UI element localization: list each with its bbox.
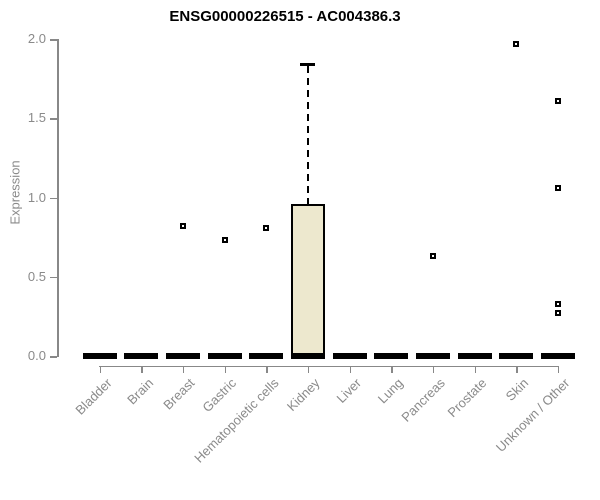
- x-tick: [99, 365, 101, 373]
- outlier-point: [554, 185, 561, 192]
- x-tick: [349, 365, 352, 373]
- x-category-label: Skin: [502, 375, 532, 404]
- x-category-label: Brain: [124, 375, 157, 408]
- x-axis-line: [98, 365, 559, 367]
- y-tick-label: 0.0: [27, 348, 46, 363]
- x-category-label: Prostate: [444, 375, 490, 421]
- outlier-point: [429, 253, 436, 260]
- x-tick: [474, 365, 477, 373]
- y-axis-line: [57, 39, 59, 357]
- outlier-point: [513, 41, 520, 48]
- y-tick-label: 1.5: [27, 110, 46, 126]
- median-line: [290, 353, 325, 359]
- median-line: [374, 353, 409, 359]
- outlier-point: [554, 300, 561, 307]
- median-line: [332, 353, 367, 359]
- box-whisker: [306, 65, 309, 204]
- y-tick: [50, 197, 57, 200]
- x-tick: [516, 365, 518, 373]
- outlier-point: [554, 98, 561, 105]
- x-tick: [141, 365, 143, 373]
- y-tick-label: 1.0: [27, 189, 46, 205]
- median-line: [499, 353, 534, 359]
- x-category-label: Breast: [160, 375, 198, 413]
- x-tick: [432, 365, 435, 373]
- y-tick: [50, 356, 57, 358]
- x-tick: [557, 365, 560, 373]
- outlier-point: [263, 224, 270, 231]
- y-tick-label: 0.5: [27, 268, 46, 284]
- median-line: [82, 353, 117, 359]
- box: [290, 203, 325, 356]
- median-line: [249, 353, 284, 359]
- x-category-label: Liver: [333, 375, 365, 406]
- x-tick: [266, 365, 268, 373]
- y-tick: [50, 39, 57, 41]
- x-category-label: Lung: [375, 375, 407, 407]
- median-line: [415, 353, 450, 359]
- x-category-label: Pancreas: [398, 375, 448, 425]
- x-tick: [182, 365, 185, 373]
- chart-title: ENSG00000226515 - AC004386.3: [169, 8, 401, 25]
- outlier-point: [221, 237, 228, 244]
- x-tick: [391, 365, 393, 373]
- median-line: [540, 353, 575, 359]
- x-category-label: Gastric: [199, 375, 240, 416]
- outlier-point: [554, 310, 561, 317]
- x-category-label: Kidney: [284, 375, 323, 415]
- y-tick: [50, 276, 57, 279]
- outlier-point: [179, 223, 186, 230]
- x-tick: [307, 365, 310, 373]
- x-tick: [224, 365, 227, 373]
- x-category-label: Unknown / Other: [493, 375, 573, 455]
- whisker-cap: [300, 63, 316, 66]
- x-category-label: Bladder: [72, 375, 115, 418]
- y-tick: [50, 118, 57, 120]
- x-category-label: Hematopoietic cells: [190, 375, 282, 466]
- median-line: [124, 353, 159, 359]
- median-line: [165, 353, 200, 359]
- median-line: [207, 353, 242, 359]
- median-line: [457, 353, 492, 359]
- y-tick-label: 2.0: [27, 31, 46, 47]
